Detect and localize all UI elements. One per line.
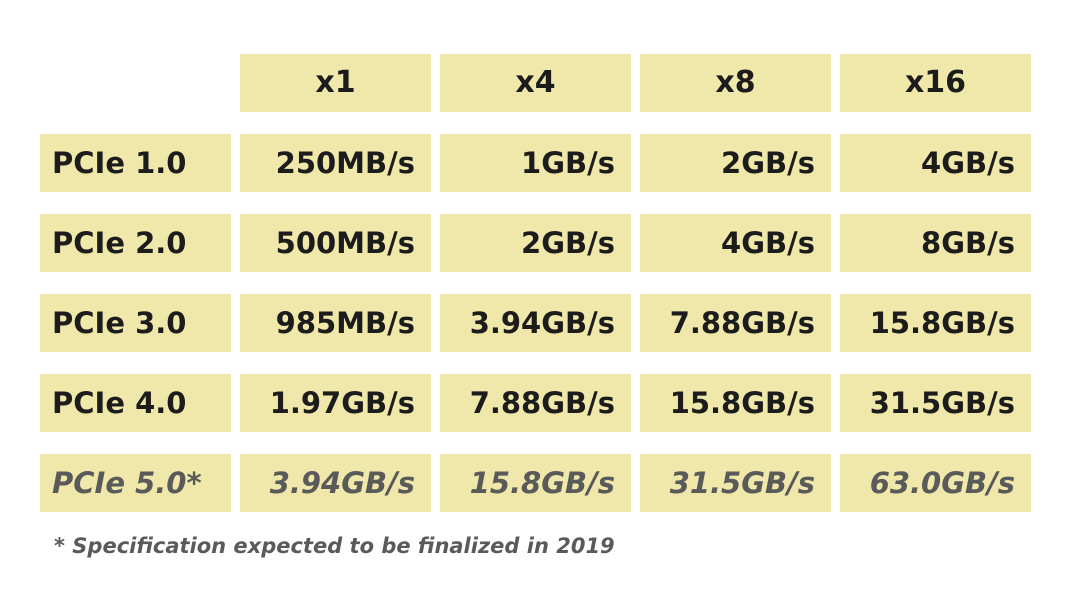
bandwidth-cell: 3.94GB/s (240, 454, 431, 512)
bandwidth-cell: 15.8GB/s (440, 454, 631, 512)
bandwidth-cell: 7.88GB/s (440, 374, 631, 432)
bandwidth-cell: 2GB/s (440, 214, 631, 272)
row-label: PCIe 5.0* (40, 454, 231, 512)
row-label: PCIe 1.0 (40, 134, 231, 192)
row-label: PCIe 4.0 (40, 374, 231, 432)
column-header-x1: x1 (240, 54, 431, 112)
bandwidth-cell: 15.8GB/s (840, 294, 1031, 352)
bandwidth-cell: 985MB/s (240, 294, 431, 352)
bandwidth-cell: 1GB/s (440, 134, 631, 192)
column-header-x8: x8 (640, 54, 831, 112)
bandwidth-cell: 7.88GB/s (640, 294, 831, 352)
row-label: PCIe 2.0 (40, 214, 231, 272)
bandwidth-cell: 4GB/s (840, 134, 1031, 192)
bandwidth-cell: 15.8GB/s (640, 374, 831, 432)
bandwidth-cell: 63.0GB/s (840, 454, 1031, 512)
bandwidth-cell: 4GB/s (640, 214, 831, 272)
column-header-x4: x4 (440, 54, 631, 112)
bandwidth-cell: 31.5GB/s (640, 454, 831, 512)
bandwidth-cell: 250MB/s (240, 134, 431, 192)
bandwidth-cell: 8GB/s (840, 214, 1031, 272)
footnote: * Specification expected to be finalized… (54, 534, 615, 558)
row-label: PCIe 3.0 (40, 294, 231, 352)
bandwidth-cell: 500MB/s (240, 214, 431, 272)
column-header-x16: x16 (840, 54, 1031, 112)
bandwidth-cell: 31.5GB/s (840, 374, 1031, 432)
bandwidth-cell: 1.97GB/s (240, 374, 431, 432)
bandwidth-cell: 3.94GB/s (440, 294, 631, 352)
bandwidth-cell: 2GB/s (640, 134, 831, 192)
